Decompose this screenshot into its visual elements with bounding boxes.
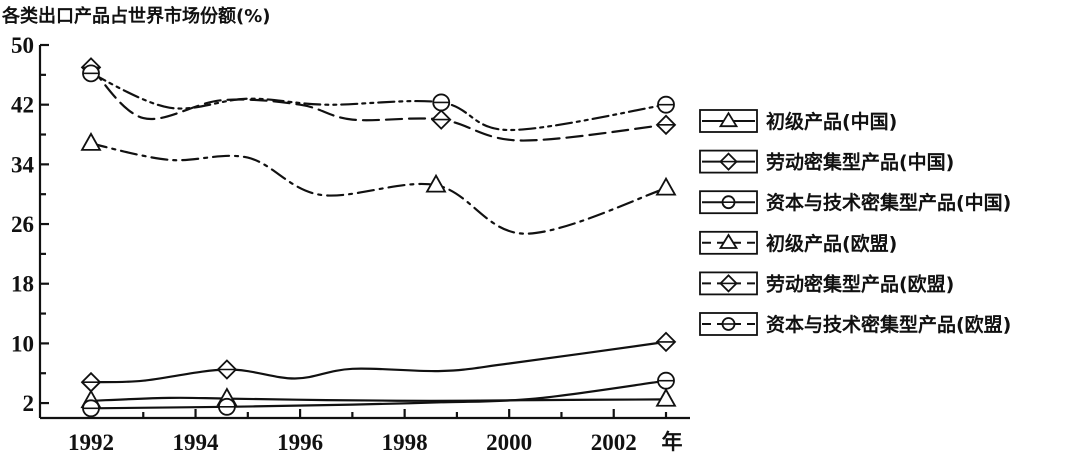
legend-triangle-icon [718, 111, 739, 128]
axes [38, 43, 690, 420]
series-2 [80, 331, 677, 393]
legend-label: 劳动密集型产品(中国) [766, 151, 954, 174]
legend-label: 初级产品(欧盟) [766, 232, 897, 255]
series-line-5 [89, 66, 668, 142]
series-line-6 [89, 72, 668, 132]
legend: 初级产品(中国) 劳动密集型产品(中国) 资本与技术密集型产品(中国) 初级产品(欧盟… [699, 109, 1011, 336]
data-point-triangle [80, 132, 102, 151]
legend-triangle-icon [718, 233, 739, 249]
y-tick-label: 50 [11, 33, 34, 58]
legend-item-6: 资本与技术密集型产品(欧盟) [699, 312, 1011, 336]
legend-label: 初级产品(中国) [766, 110, 897, 133]
x-tick-label: 2002 [591, 430, 637, 455]
y-tick-label: 42 [11, 93, 34, 118]
series-6 [82, 64, 675, 132]
data-point-triangle [425, 173, 447, 193]
series-3 [82, 371, 675, 418]
legend-label: 劳动密集型产品(欧盟) [766, 272, 954, 295]
legend-item-4: 初级产品(欧盟) [699, 230, 897, 255]
legend-label: 资本与技术密集型产品(中国) [766, 191, 1011, 214]
series-5 [80, 57, 677, 142]
legend-item-5: 劳动密集型产品(欧盟) [699, 271, 954, 295]
y-tick-label: 26 [11, 212, 34, 237]
y-axis-title: 各类出口产品占世界市场份额(%) [1, 5, 271, 27]
y-tick-label: 34 [11, 152, 35, 177]
x-tick-label: 2000 [486, 430, 532, 455]
legend-item-2: 劳动密集型产品(中国) [699, 149, 954, 174]
plot-area [80, 57, 677, 418]
series-line-1 [89, 396, 668, 402]
y-tick-label: 2 [23, 391, 35, 416]
x-tick-label: 1992 [68, 430, 114, 455]
series-line-2 [89, 340, 668, 384]
data-point-triangle [655, 387, 677, 407]
legend-label: 资本与技术密集型产品(欧盟) [766, 313, 1011, 336]
x-tick-label: 1994 [173, 430, 220, 455]
series-line-4 [89, 142, 668, 235]
x-tick-label: 1998 [382, 430, 428, 455]
series-line-3 [89, 379, 668, 410]
tick-labels: 2 10 18 26 34 42 50 1992 1994 1996 1998 2000 2002 年 [11, 33, 683, 455]
data-point-triangle [655, 176, 677, 196]
x-tick-label: 1996 [277, 430, 323, 455]
x-axis-unit: 年 [662, 430, 683, 454]
y-tick-label: 10 [11, 331, 34, 356]
legend-item-3: 资本与技术密集型产品(中国) [699, 190, 1011, 214]
legend-item-1: 初级产品(中国) [699, 109, 897, 133]
y-tick-label: 18 [11, 272, 34, 297]
series-4 [80, 132, 677, 235]
